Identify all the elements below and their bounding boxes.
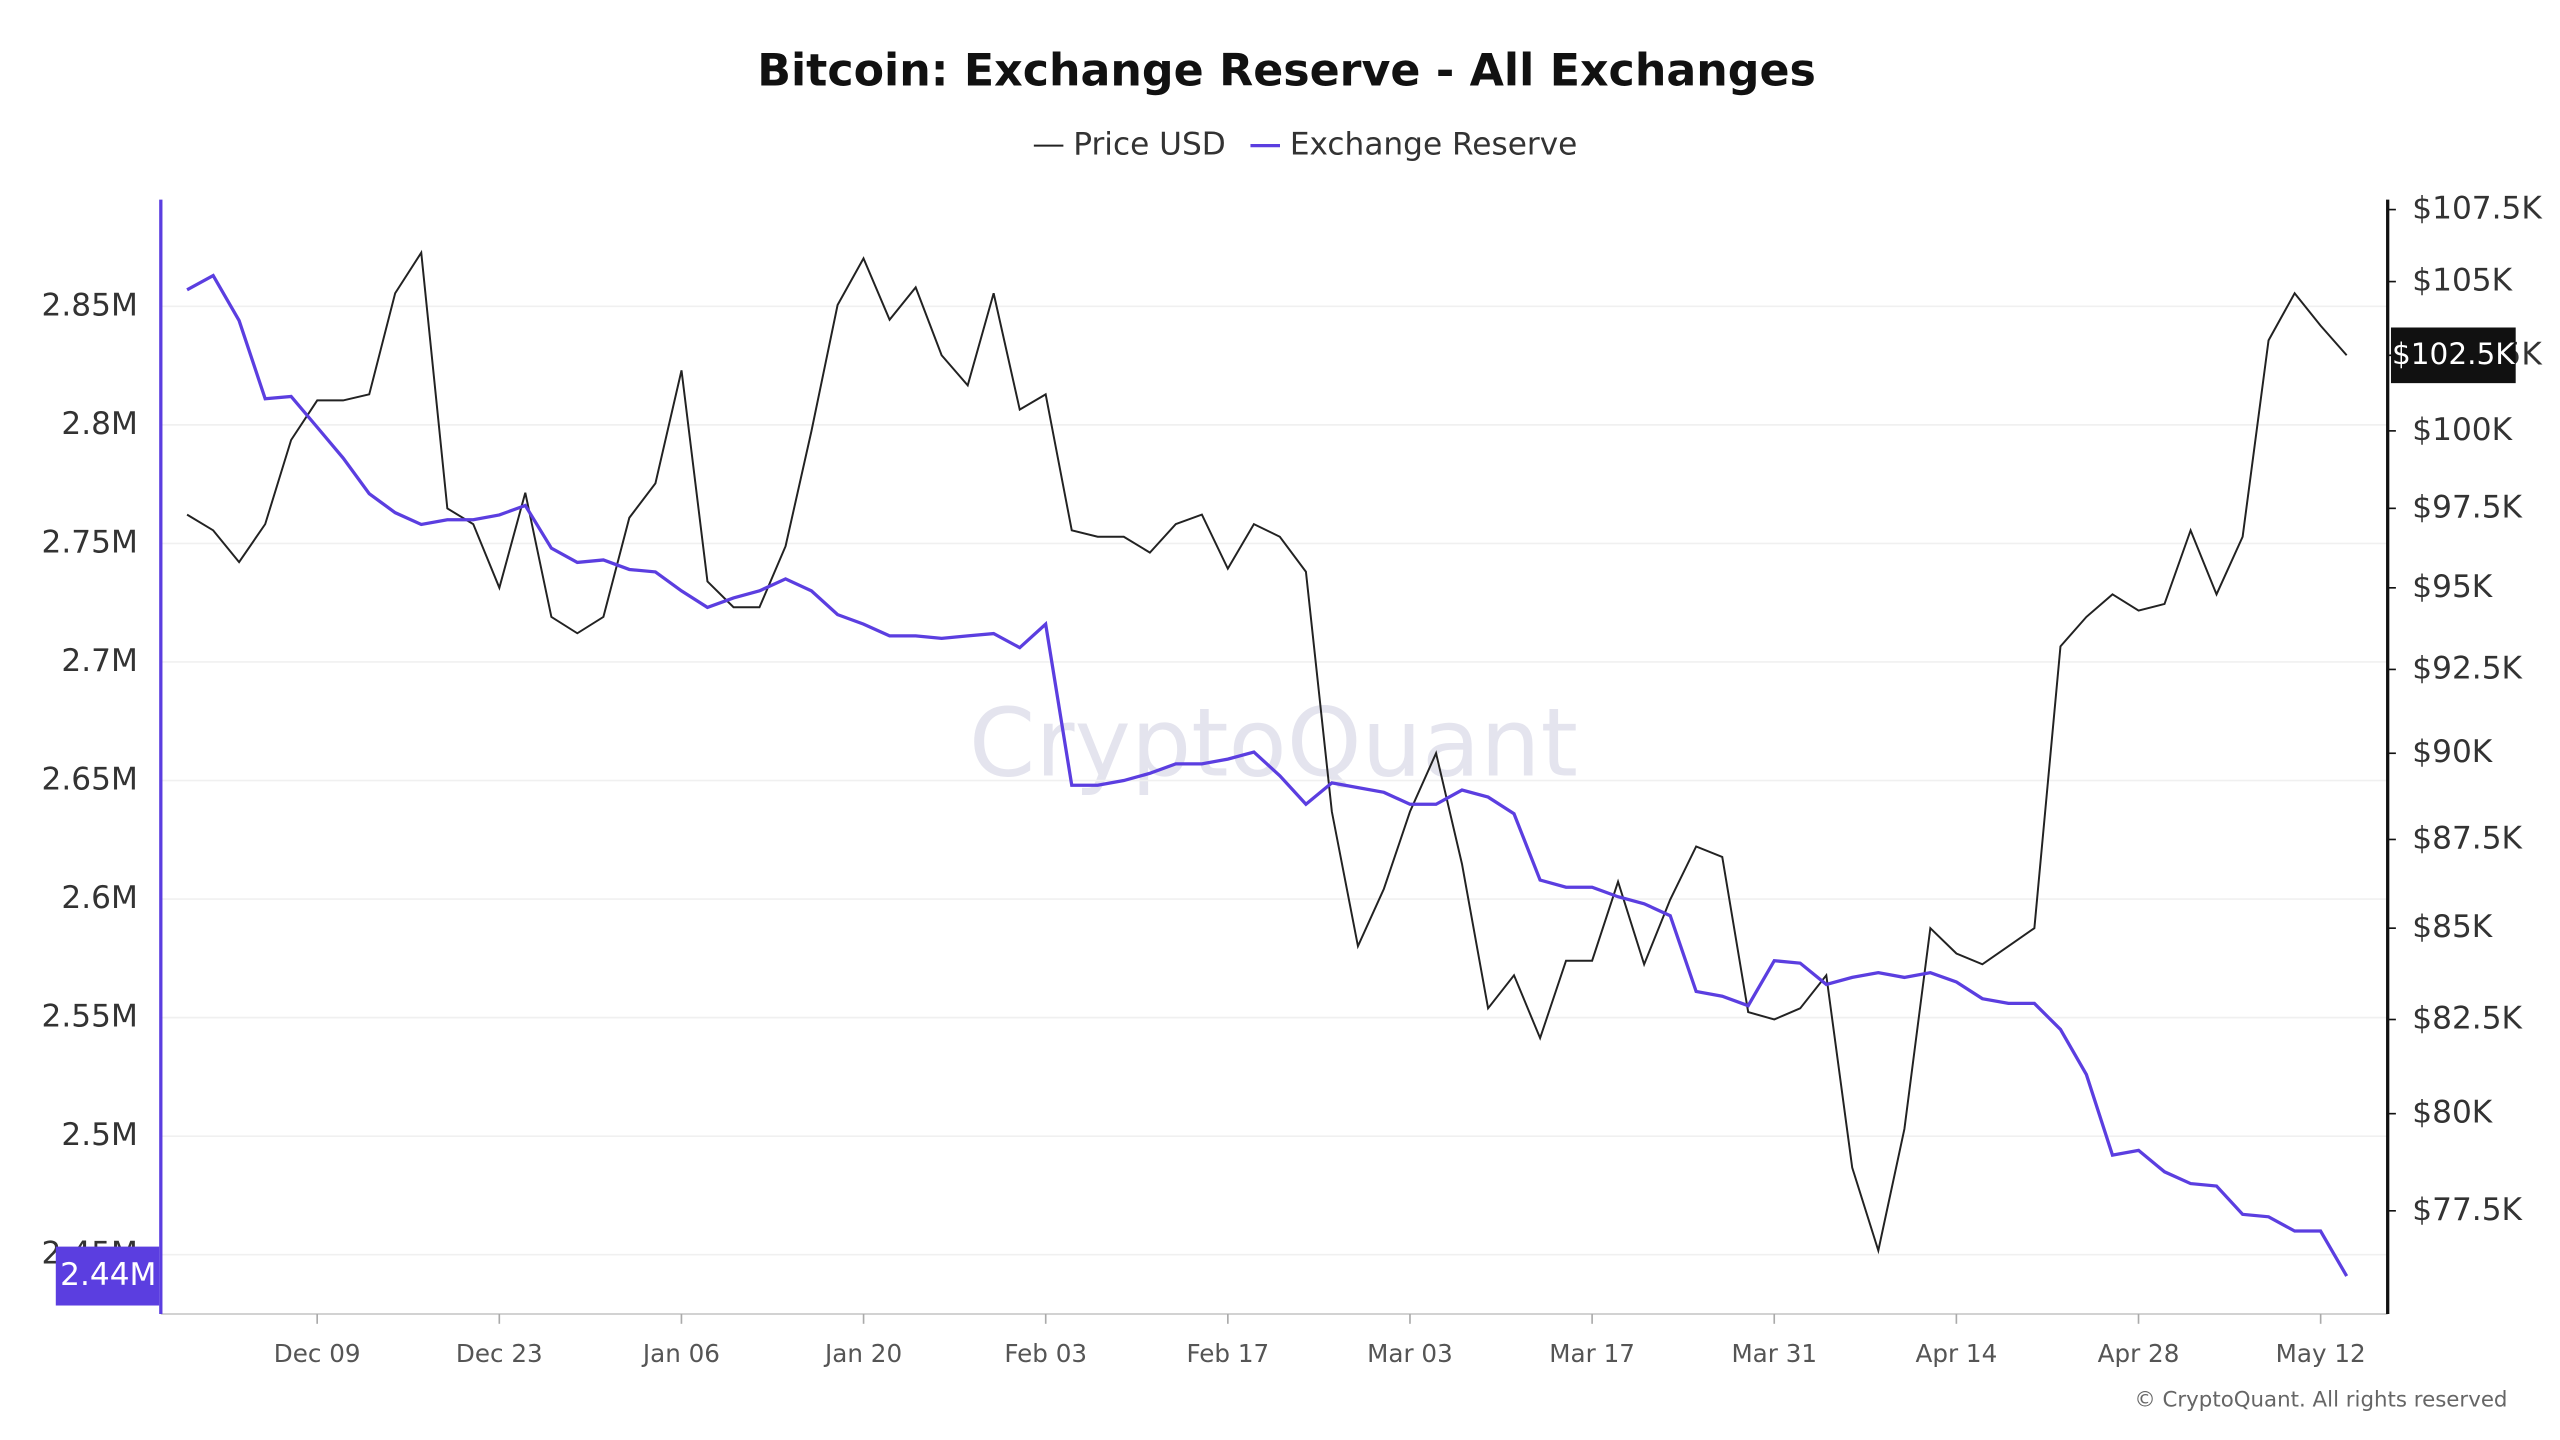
y-tick-label: 2.7M	[61, 643, 137, 679]
x-tick-label: Jan 06	[641, 1339, 720, 1368]
x-tick-label: Dec 09	[274, 1339, 361, 1368]
chart-title: Bitcoin: Exchange Reserve - All Exchange…	[757, 46, 1816, 97]
series-line	[186, 273, 2349, 1277]
x-tick-label: Feb 17	[1186, 1339, 1269, 1368]
last-value-label: 2.44M	[60, 1257, 156, 1293]
legend-label: Exchange Reserve	[1290, 127, 1578, 163]
x-tick-label: Feb 03	[1004, 1339, 1087, 1368]
y2-tick-label: $82.5K	[2412, 1001, 2523, 1037]
y2-tick-label: $92.5K	[2412, 650, 2523, 686]
x-tick-label: May 12	[2276, 1339, 2366, 1368]
y-tick-label: 2.8M	[61, 406, 137, 442]
y-tick-label: 2.6M	[61, 880, 137, 916]
last-value-box	[55, 1246, 160, 1306]
y-tick-label: 2.85M	[42, 287, 138, 323]
y2-tick-label: $107.5K	[2412, 191, 2543, 227]
y-tick-label: 2.65M	[42, 762, 138, 798]
y2-tick-label: $80K	[2412, 1095, 2494, 1131]
y2-tick-label: $90K	[2412, 734, 2494, 770]
y2-tick-label: $95K	[2412, 569, 2494, 605]
x-tick-label: Dec 23	[456, 1339, 543, 1368]
last-value-label: $102.5K	[2392, 337, 2515, 371]
y2-tick-label: $77.5K	[2412, 1192, 2523, 1228]
series-line	[186, 249, 2348, 1255]
y2-tick-label: $100K	[2412, 412, 2513, 448]
x-tick-label: Mar 17	[1549, 1339, 1635, 1368]
y-tick-label: 2.5M	[61, 1117, 137, 1153]
x-tick-label: Mar 31	[1731, 1339, 1817, 1368]
legend-label: Price USD	[1073, 127, 1226, 163]
y2-tick-label: $87.5K	[2412, 820, 2523, 856]
y2-tick-label: $85K	[2412, 909, 2494, 945]
x-tick-label: Apr 28	[2098, 1339, 2180, 1368]
y2-tick-label: $105K	[2412, 263, 2513, 299]
x-tick-label: Apr 14	[1916, 1339, 1998, 1368]
y2-tick-label: $97.5K	[2412, 489, 2523, 525]
x-tick-label: Mar 03	[1367, 1339, 1453, 1368]
footer: © CryptoQuant. All rights reserved	[2134, 1388, 2507, 1413]
y-tick-label: 2.55M	[42, 999, 138, 1035]
y-tick-label: 2.75M	[42, 524, 138, 560]
x-tick-label: Jan 20	[823, 1339, 902, 1368]
last-value-box	[2390, 327, 2516, 384]
